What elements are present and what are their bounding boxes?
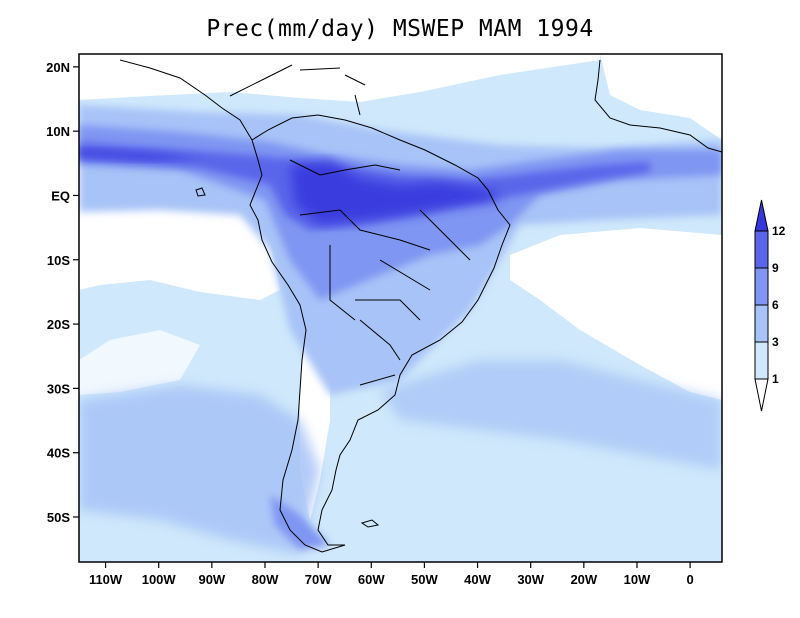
x-tick-label: 40W [464, 572, 491, 587]
colorbar-level-label: 3 [772, 335, 779, 349]
x-tick-label: 10W [624, 572, 651, 587]
y-tick-label: EQ [51, 188, 70, 203]
precip-patagonia-6to9 [270, 495, 330, 550]
precip-south-atlantic-band [380, 360, 722, 470]
map-frame [78, 53, 723, 563]
map-title: Prec(mm/day) MSWEP MAM 1994 [206, 16, 594, 42]
y-tick-label: 20S [47, 317, 70, 332]
colorbar-segment [754, 230, 769, 269]
x-tick-label: 90W [198, 572, 225, 587]
precip-itcz-core-12plus [79, 148, 200, 162]
colorbar-segment [754, 267, 769, 306]
central-america-coastline [119, 59, 366, 141]
colorbar-segment [754, 341, 769, 380]
x-tick-label: 100W [142, 572, 177, 587]
y-tick-label: 50S [47, 510, 70, 525]
x-tick-label: 50W [411, 572, 438, 587]
precip-amazon-core-12plus [290, 160, 500, 225]
dry-south-atlantic [510, 228, 722, 400]
y-tick-label: 40S [47, 446, 70, 461]
y-tick-label: 10S [47, 253, 70, 268]
coastlines [119, 59, 722, 553]
x-tick-label: 70W [305, 572, 332, 587]
x-tick-label: 60W [358, 572, 385, 587]
dry-patch-pacific [79, 330, 200, 395]
precip-field [79, 54, 722, 562]
x-tick-label: 30W [517, 572, 544, 587]
galapagos [195, 187, 206, 197]
colorbar-extend-max [754, 199, 769, 232]
x-tick-label: 110W [89, 572, 123, 587]
colorbar-level-label: 6 [772, 298, 779, 312]
colorbar-level-label: 1 [772, 372, 779, 386]
y-axis-ticks: 20N 10N EQ 10S 20S 30S 40S 50S [46, 60, 79, 525]
x-tick-label: 20W [570, 572, 597, 587]
x-tick-label: 0 [686, 572, 693, 587]
precip-southern-pacific-band [79, 385, 320, 555]
falkland-islands [360, 519, 380, 528]
x-axis-ticks: 110W 100W 90W 80W 70W 60W 50W 40W 30W 20W 10W 0 [89, 562, 694, 587]
south-america-coastline [249, 114, 511, 553]
colorbar-level-label: 9 [772, 261, 779, 275]
y-tick-label: 10N [46, 124, 70, 139]
x-tick-label: 80W [252, 572, 279, 587]
y-tick-label: 20N [46, 60, 70, 75]
colorbar-level-label: 12 [772, 224, 786, 238]
colorbar-extend-min [754, 378, 769, 412]
africa-coastline [594, 59, 722, 153]
dry-north-region [79, 54, 600, 102]
dry-northeast-region [600, 54, 722, 140]
y-tick-label: 30S [47, 381, 70, 396]
country-borders [289, 159, 471, 386]
colorbar-segment [754, 304, 769, 343]
colorbar: 1 3 6 9 12 [754, 199, 786, 412]
